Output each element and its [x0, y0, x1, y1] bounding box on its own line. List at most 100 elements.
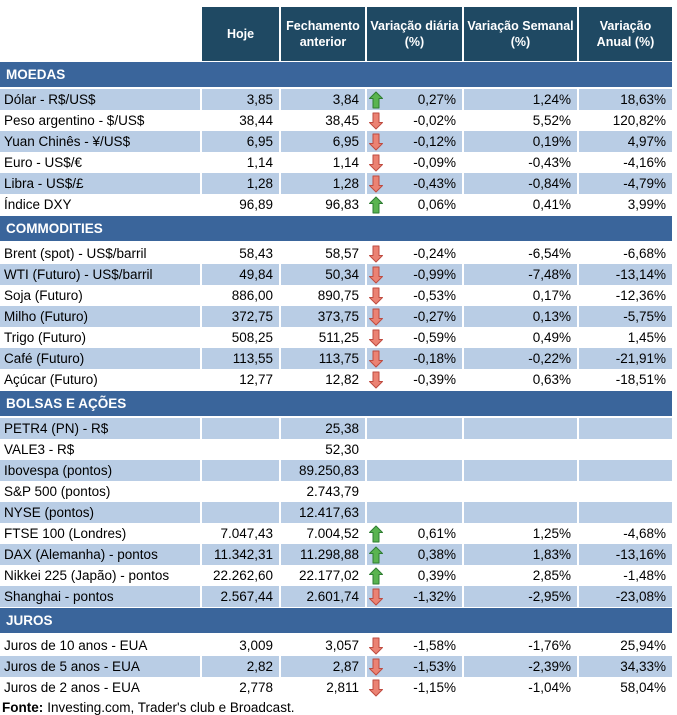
- cell-fechamento: 50,34: [279, 264, 365, 285]
- cell-var-semanal: 0,19%: [462, 131, 577, 152]
- cell-var-anual: -21,91%: [577, 348, 672, 369]
- cell-fechamento: 511,25: [279, 327, 365, 348]
- section-header-moedas: MOEDAS: [0, 62, 672, 87]
- cell-hoje: 113,55: [200, 348, 279, 369]
- cell-hoje: 372,75: [200, 306, 279, 327]
- cell-hoje: [200, 418, 279, 439]
- row-label: Nikkei 225 (Japão) - pontos: [0, 565, 200, 586]
- table-row: Libra - US$/£ 1,28 1,28 -0,43% -0,84% -4,79%: [0, 173, 672, 194]
- trend-up-icon: [369, 525, 383, 542]
- cell-var-diaria: -0,09%: [365, 152, 462, 173]
- cell-var-anual: 3,99%: [577, 194, 672, 215]
- row-label: Libra - US$/£: [0, 173, 200, 194]
- column-header-text: anterior: [299, 35, 347, 49]
- column-header-text: Hoje: [226, 26, 255, 41]
- source-text: Investing.com, Trader's club e Broadcast…: [47, 700, 295, 715]
- var-diaria-value: -1,58%: [413, 638, 456, 653]
- row-label: Juros de 2 anos - EUA: [0, 677, 200, 698]
- cell-var-diaria: 0,61%: [365, 523, 462, 544]
- table-row: PETR4 (PN) - R$ 25,38: [0, 418, 672, 439]
- cell-hoje: [200, 439, 279, 460]
- cell-fechamento: 89.250,83: [279, 460, 365, 481]
- cell-var-diaria: 0,06%: [365, 194, 462, 215]
- cell-var-semanal: [462, 439, 577, 460]
- table-row: Ibovespa (pontos) 89.250,83: [0, 460, 672, 481]
- cell-var-anual: 1,45%: [577, 327, 672, 348]
- trend-down-icon: [369, 679, 383, 696]
- cell-fechamento: 22.177,02: [279, 565, 365, 586]
- cell-fechamento: 96,83: [279, 194, 365, 215]
- cell-var-semanal: -2,39%: [462, 656, 577, 677]
- cell-fechamento: 373,75: [279, 306, 365, 327]
- cell-var-anual: -13,14%: [577, 264, 672, 285]
- section-header-juros: JUROS: [0, 608, 672, 633]
- row-label: Café (Futuro): [0, 348, 200, 369]
- cell-var-diaria: -0,53%: [365, 285, 462, 306]
- var-diaria-value: -0,99%: [413, 267, 456, 282]
- cell-fechamento: 38,45: [279, 110, 365, 131]
- var-diaria-value: -0,53%: [413, 288, 456, 303]
- section-header-bolsas-e-acoes: BOLSAS E AÇÕES: [0, 391, 672, 416]
- cell-fechamento: 2.743,79: [279, 481, 365, 502]
- row-label: Shanghai - pontos: [0, 586, 200, 607]
- table-row: Shanghai - pontos 2.567,44 2.601,74 -1,32% -…: [0, 586, 672, 607]
- cell-hoje: 3,85: [200, 89, 279, 110]
- column-header-hoje: Hoje: [200, 7, 279, 61]
- cell-var-anual: [577, 439, 672, 460]
- cell-fechamento: 25,38: [279, 418, 365, 439]
- cell-var-anual: [577, 481, 672, 502]
- cell-fechamento: 1,28: [279, 173, 365, 194]
- var-diaria-value: 0,39%: [417, 568, 456, 583]
- source-note: Fonte: Investing.com, Trader's club e Bro…: [0, 698, 672, 715]
- trend-down-icon: [369, 371, 383, 388]
- cell-var-anual: -6,68%: [577, 243, 672, 264]
- column-header-variacao-semanal: Variação Semanal (%): [462, 7, 577, 61]
- trend-down-icon: [369, 112, 383, 129]
- trend-up-icon: [369, 91, 383, 108]
- trend-down-icon: [369, 308, 383, 325]
- cell-var-diaria: [365, 502, 462, 523]
- var-diaria-value: -0,12%: [413, 134, 456, 149]
- table-row: Yuan Chinês - ¥/US$ 6,95 6,95 -0,12% 0,19% 4,…: [0, 131, 672, 152]
- cell-var-diaria: -1,53%: [365, 656, 462, 677]
- cell-var-anual: [577, 418, 672, 439]
- cell-var-semanal: [462, 481, 577, 502]
- table-row: Dólar - R$/US$ 3,85 3,84 0,27% 1,24% 18,63%: [0, 89, 672, 110]
- cell-var-semanal: -2,95%: [462, 586, 577, 607]
- cell-var-diaria: -0,24%: [365, 243, 462, 264]
- cell-fechamento: 6,95: [279, 131, 365, 152]
- var-diaria-value: 0,27%: [417, 92, 456, 107]
- cell-var-diaria: 0,39%: [365, 565, 462, 586]
- cell-var-anual: 25,94%: [577, 635, 672, 656]
- cell-var-diaria: -0,27%: [365, 306, 462, 327]
- trend-up-icon: [369, 546, 383, 563]
- trend-down-icon: [369, 637, 383, 654]
- cell-var-semanal: 5,52%: [462, 110, 577, 131]
- cell-var-semanal: -1,76%: [462, 635, 577, 656]
- cell-fechamento: 58,57: [279, 243, 365, 264]
- cell-var-diaria: -1,32%: [365, 586, 462, 607]
- table-row: Soja (Futuro) 886,00 890,75 -0,53% 0,17% -12,…: [0, 285, 672, 306]
- cell-var-anual: 18,63%: [577, 89, 672, 110]
- cell-fechamento: 7.004,52: [279, 523, 365, 544]
- cell-var-anual: -1,48%: [577, 565, 672, 586]
- cell-var-semanal: 1,83%: [462, 544, 577, 565]
- table-row: Brent (spot) - US$/barril 58,43 58,57 -0,24…: [0, 243, 672, 264]
- column-header-text: Variação diária: [370, 18, 459, 33]
- trend-down-icon: [369, 154, 383, 171]
- cell-fechamento: 12,82: [279, 369, 365, 390]
- table-body: MOEDAS Dólar - R$/US$ 3,85 3,84 0,27% 1,24% 18…: [0, 62, 672, 698]
- var-diaria-value: -0,27%: [413, 309, 456, 324]
- var-diaria-value: -0,02%: [413, 113, 456, 128]
- cell-hoje: 886,00: [200, 285, 279, 306]
- cell-var-semanal: 0,17%: [462, 285, 577, 306]
- row-label: Juros de 5 anos - EUA: [0, 656, 200, 677]
- trend-down-icon: [369, 658, 383, 675]
- cell-hoje: 6,95: [200, 131, 279, 152]
- row-label: Soja (Futuro): [0, 285, 200, 306]
- cell-var-anual: 4,97%: [577, 131, 672, 152]
- row-label: Dólar - R$/US$: [0, 89, 200, 110]
- cell-var-diaria: -0,02%: [365, 110, 462, 131]
- row-label: NYSE (pontos): [0, 502, 200, 523]
- row-label: PETR4 (PN) - R$: [0, 418, 200, 439]
